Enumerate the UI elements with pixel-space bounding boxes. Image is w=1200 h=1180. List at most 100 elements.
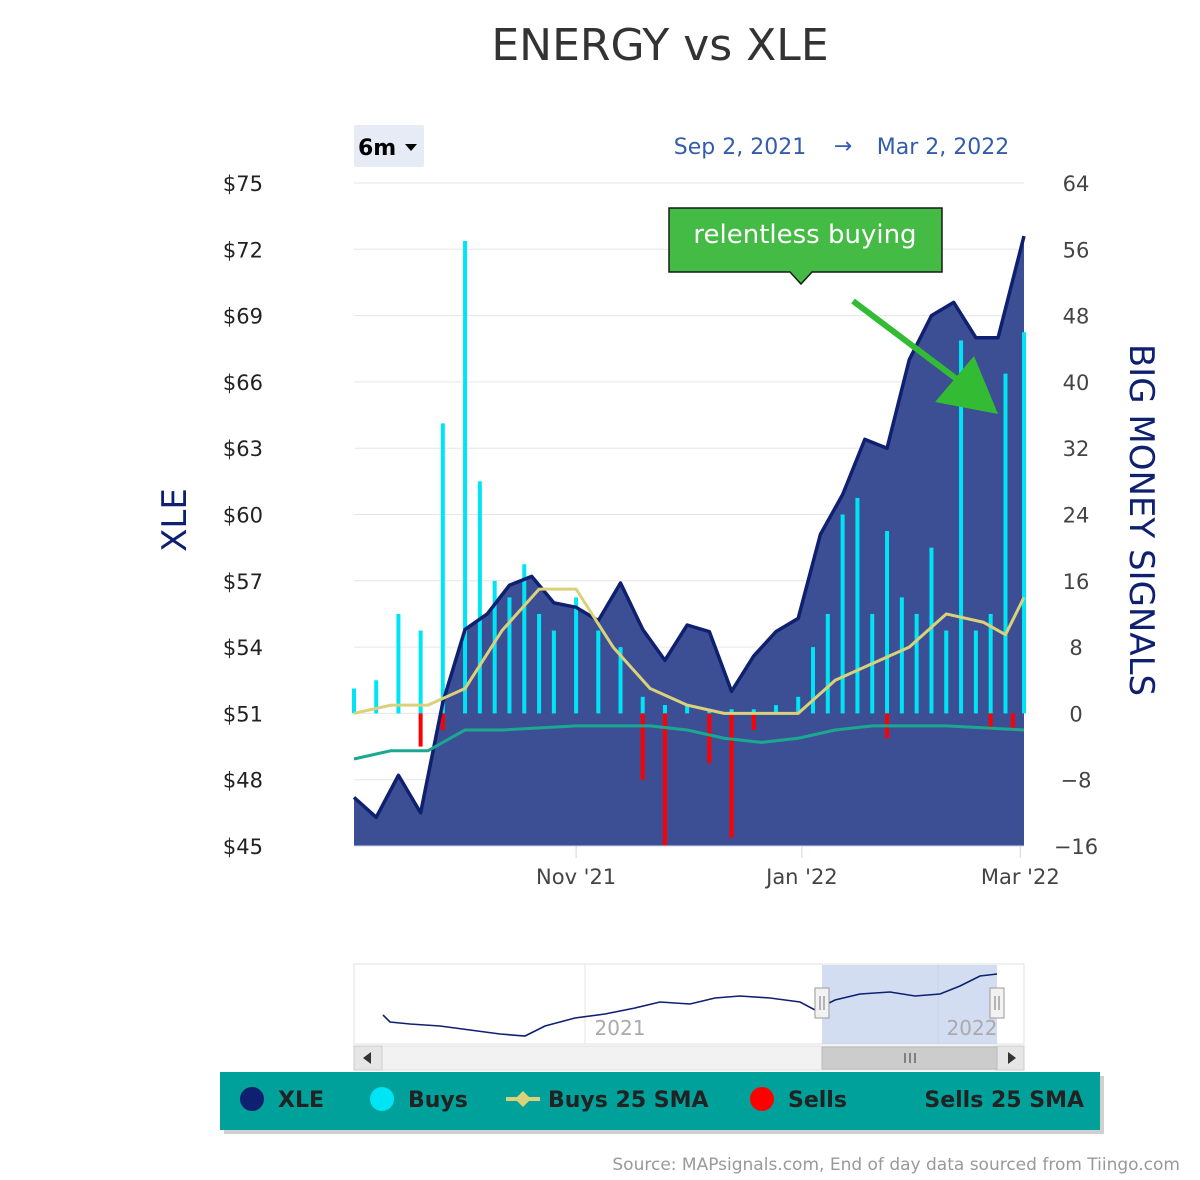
buys-bar	[463, 241, 468, 714]
navigator-handle-right[interactable]	[989, 987, 1005, 1019]
y-left-tick-label: $75	[223, 172, 263, 196]
legend-marker-xle	[240, 1087, 264, 1111]
sells-bar	[640, 713, 645, 780]
buys-bar	[840, 514, 845, 714]
annotation-box	[668, 207, 943, 286]
chevron-down-icon	[405, 144, 417, 151]
x-tick-label: Mar '22	[981, 865, 1060, 889]
y-right-tick-label: −16	[1054, 835, 1098, 859]
buys-bar	[825, 613, 830, 714]
y-right-tick-label: 32	[1063, 437, 1090, 461]
buys-bar	[492, 580, 497, 714]
buys-bar	[899, 597, 904, 714]
range-to[interactable]: Mar 2, 2022	[877, 135, 1009, 160]
x-tick-label: Jan '22	[764, 865, 838, 889]
buys-bar	[885, 531, 890, 714]
chart-title: ENERGY vs XLE	[491, 20, 828, 71]
navigator-selected-range[interactable]	[822, 965, 997, 1044]
range-selector-button[interactable]: 6m	[354, 125, 424, 167]
y-right-tick-label: 16	[1063, 570, 1090, 594]
y-right-tick-label: 8	[1069, 636, 1082, 660]
buys-bar	[959, 340, 964, 714]
x-tick-label: Nov '21	[536, 865, 616, 889]
navigator-series-line	[382, 973, 998, 1037]
sells-bar	[707, 713, 712, 764]
y-left-tick-label: $60	[223, 504, 263, 528]
legend-label-xle: XLE	[278, 1088, 324, 1113]
plot-area	[352, 235, 1026, 847]
xle-line	[352, 235, 1026, 820]
y-left-tick-label: $66	[223, 371, 263, 395]
buys-bar	[914, 613, 919, 714]
range-arrow: →	[834, 134, 852, 159]
range-from[interactable]: Sep 2, 2021	[674, 135, 806, 160]
legend-label-sells-25-sma: Sells 25 SMA	[924, 1088, 1084, 1113]
navigator-handle-left[interactable]	[814, 987, 830, 1019]
legend-item-buys[interactable]: Buys	[370, 1087, 468, 1113]
sells-bar	[988, 713, 993, 730]
buys-bar	[973, 630, 978, 714]
left-axis-title: XLE	[155, 488, 195, 552]
navigator-label-2021: 2021	[595, 1016, 646, 1040]
y-left-tick-label: $72	[223, 238, 263, 262]
source-credit: Source: MAPsignals.com, End of day data …	[612, 1155, 1180, 1175]
legend-item-xle[interactable]: XLE	[240, 1087, 324, 1113]
buys-bar	[685, 705, 690, 714]
buys-bar	[477, 481, 482, 714]
buys-bar	[751, 709, 756, 714]
annotation-arrow	[851, 298, 998, 414]
chevron-right-icon	[1008, 1052, 1016, 1064]
legend-item-sells-25-sma[interactable]: Sells 25 SMA	[924, 1088, 1084, 1113]
legend-label-buys: Buys	[408, 1088, 468, 1113]
scrollbar[interactable]	[353, 1045, 1025, 1071]
buys-bar	[352, 688, 356, 714]
buys-bar	[773, 705, 778, 714]
annotation-callout: relentless buying	[668, 207, 943, 286]
buys-bar	[596, 630, 601, 714]
y-right-tick-label: 40	[1063, 371, 1090, 395]
sells-bar	[729, 713, 734, 838]
y-right-tick-label: 64	[1063, 172, 1090, 196]
legend-background	[220, 1072, 1100, 1130]
axes: $75 $72 $69 $66 $63 $60 $57 $54 $51 $48 $45 64 56 48 4…	[223, 172, 1098, 889]
y-right-tick-label: −8	[1061, 769, 1092, 793]
buys-bar	[988, 613, 993, 714]
buys-bar	[440, 423, 445, 714]
y-right-tick-label: 24	[1063, 504, 1090, 528]
sells-25-sma-line	[353, 724, 1025, 761]
y-left-tick-label: $69	[223, 305, 263, 329]
arrow-shaft	[851, 298, 960, 383]
y-left-tick-label: $63	[223, 437, 263, 461]
sells-bar	[418, 713, 423, 747]
legend-marker-buys-25-sma	[515, 1091, 531, 1107]
annotation-text: relentless buying	[693, 220, 916, 250]
chevron-left-icon	[363, 1052, 371, 1064]
legend-marker-sells	[750, 1087, 774, 1111]
y-left-tick-label: $45	[223, 835, 263, 859]
buys-bar	[855, 497, 860, 714]
legend-marker-buys	[370, 1087, 394, 1111]
buys-bar	[1003, 373, 1008, 714]
legend: XLE Buys Buys 25 SMA Sells Sells 25 SMA	[220, 1072, 1104, 1134]
right-axis-title: BIG MONEY SIGNALS	[1121, 344, 1161, 696]
buys-bar	[618, 647, 623, 714]
legend-item-buys-25-sma[interactable]: Buys 25 SMA	[506, 1088, 709, 1113]
scroll-right-button[interactable]	[995, 1045, 1025, 1071]
navigator-handle-left-box	[814, 987, 830, 1019]
buys-bar	[811, 647, 816, 714]
buys-bar	[374, 680, 379, 714]
buys-bar	[396, 613, 401, 714]
buys-bar	[537, 613, 542, 714]
y-left-tick-label: $57	[223, 570, 263, 594]
buys-bar	[944, 630, 949, 714]
buys-bar	[729, 709, 734, 714]
arrow-head-icon	[935, 356, 998, 414]
xle-area	[354, 236, 1024, 847]
buys-bar	[574, 597, 579, 714]
legend-item-sells[interactable]: Sells	[750, 1087, 847, 1113]
y-left-tick-label: $54	[223, 636, 263, 660]
buys-bar	[522, 564, 527, 714]
buys-bar	[929, 547, 934, 714]
navigator[interactable]: 2021 2022	[353, 963, 1025, 1045]
